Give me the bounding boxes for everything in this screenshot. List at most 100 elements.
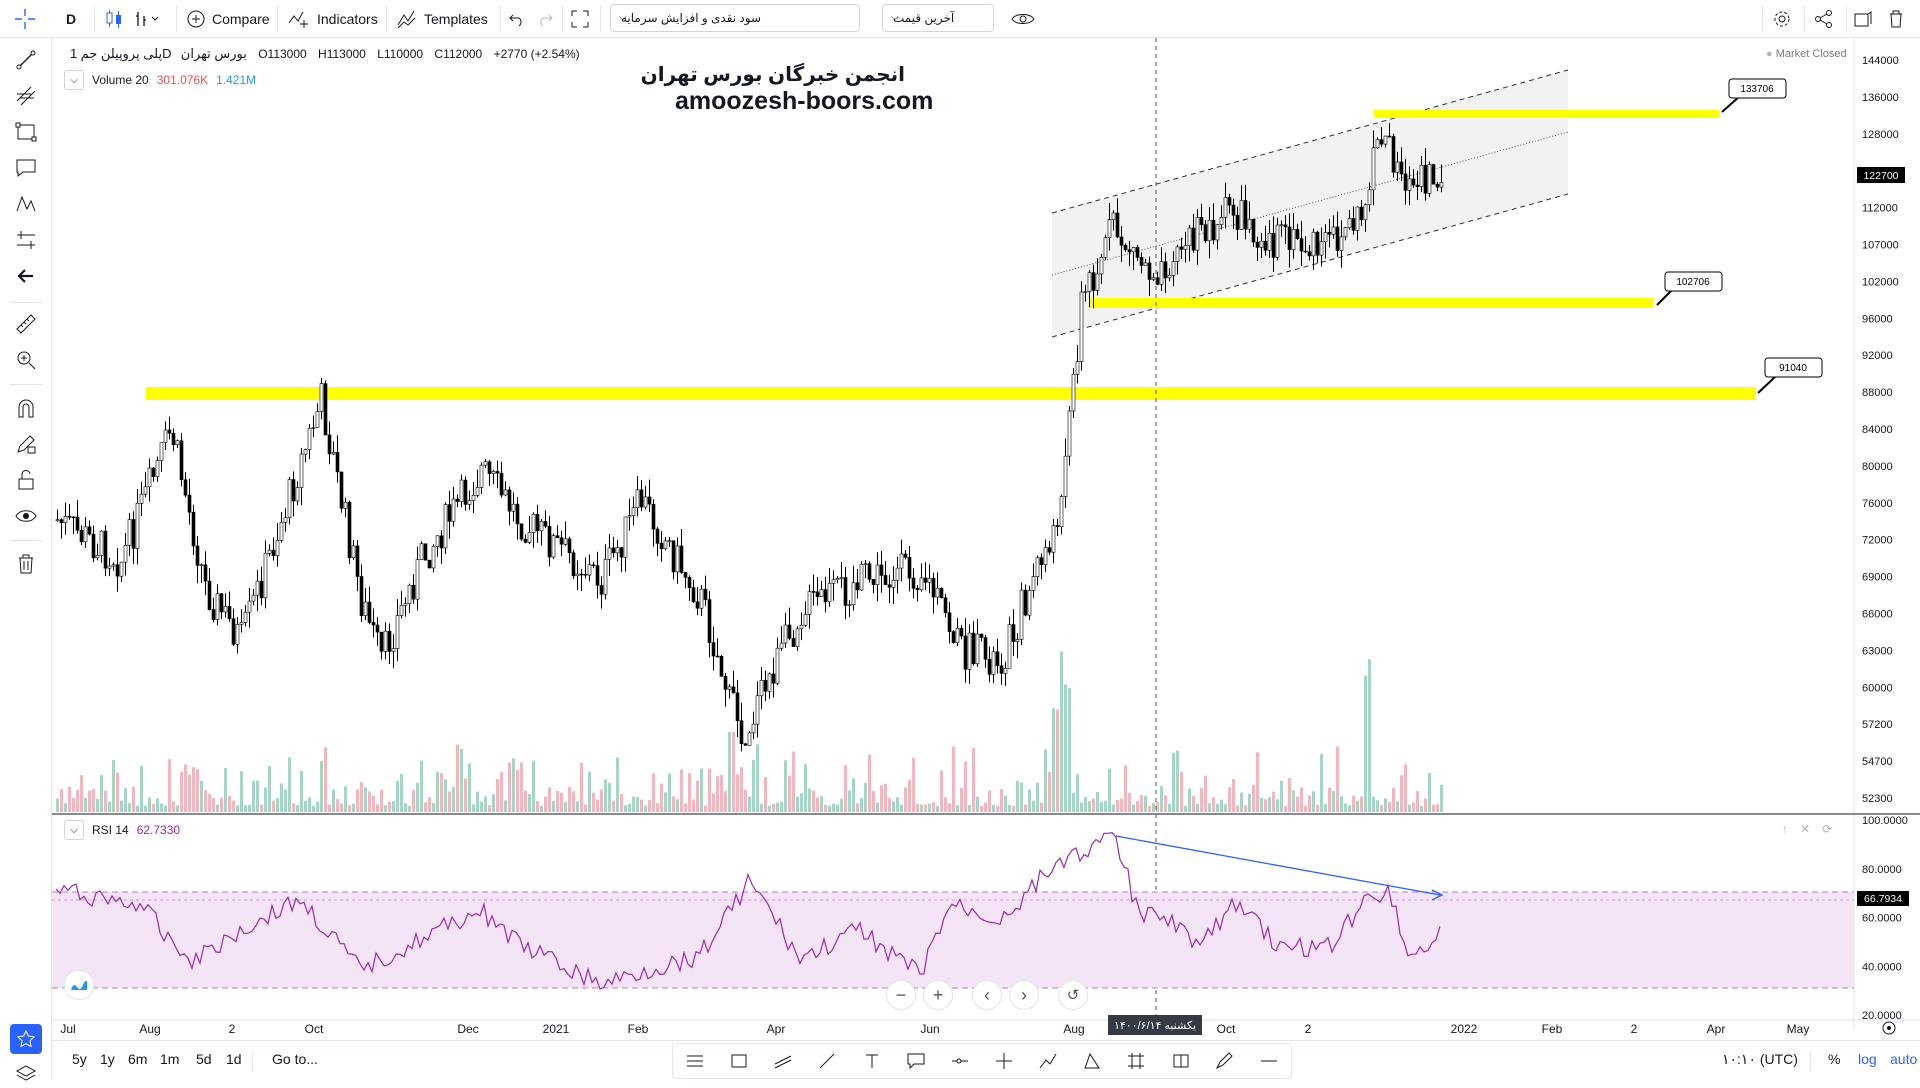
volume-bar xyxy=(756,744,759,812)
trend-line-tool-icon[interactable] xyxy=(12,46,40,74)
templates-button[interactable]: Templates xyxy=(396,0,488,37)
volume-bar xyxy=(508,762,511,812)
rsi-trendline-arrow-icon xyxy=(1431,889,1444,901)
last-price-dropdown[interactable]: آخرین قیمت ⌵ xyxy=(882,4,994,32)
rsi-collapse-chevron-icon[interactable]: ⌵ xyxy=(64,820,84,840)
range-1d[interactable]: 1d xyxy=(226,1051,242,1067)
horizontal-line-icon[interactable] xyxy=(1259,1052,1279,1070)
level-102706-band[interactable] xyxy=(1090,298,1653,308)
path-tool-icon[interactable] xyxy=(1038,1052,1058,1070)
interval-button[interactable]: D xyxy=(66,10,77,27)
pane-up-arrow-icon[interactable]: ↑ xyxy=(1782,822,1788,836)
unlock-icon[interactable] xyxy=(12,466,40,494)
volume-bar xyxy=(604,779,607,812)
candle-body xyxy=(1183,245,1188,250)
trash-top-icon[interactable] xyxy=(1888,0,1904,37)
scroll-left-button[interactable]: ‹ xyxy=(972,980,1002,1010)
range-6m[interactable]: 6m xyxy=(128,1051,148,1067)
channel-mid-line[interactable] xyxy=(1051,131,1569,276)
indicators-button[interactable]: Indicators xyxy=(287,0,378,37)
channel-lower-line[interactable] xyxy=(1051,193,1569,338)
price-axis[interactable]: 144000 136000 128000 120000 112000 107000 1020… xyxy=(1862,55,1899,805)
zoom-in-button[interactable]: + xyxy=(923,980,953,1010)
zoom-out-button[interactable]: − xyxy=(886,980,916,1010)
price-range-icon[interactable] xyxy=(1171,1052,1191,1070)
magnet-icon[interactable] xyxy=(12,394,40,422)
measure-tool-icon[interactable] xyxy=(12,226,40,254)
volume-bar xyxy=(320,760,323,812)
text-tool-icon[interactable] xyxy=(862,1052,882,1070)
time-tick-label: Feb xyxy=(1542,1022,1563,1036)
range-1y[interactable]: 1y xyxy=(100,1051,115,1067)
candle-body xyxy=(99,530,104,556)
undo-icon[interactable] xyxy=(508,0,526,37)
log-toggle[interactable]: log xyxy=(1858,1051,1877,1067)
redo-icon[interactable] xyxy=(536,0,554,37)
line-draw-icon[interactable] xyxy=(817,1052,837,1070)
callout-draw-icon[interactable] xyxy=(906,1052,926,1070)
candle-body xyxy=(855,582,860,591)
callout-91040[interactable]: 91040 xyxy=(1757,357,1823,394)
layers-icon[interactable] xyxy=(12,1060,40,1088)
rsi-divergence-trendline[interactable] xyxy=(1115,835,1441,896)
range-1m[interactable]: 1m xyxy=(160,1051,180,1067)
channel-upper-line[interactable] xyxy=(1051,69,1569,214)
watchlist-star-icon[interactable] xyxy=(10,1024,42,1054)
eye-icon[interactable] xyxy=(1010,0,1036,37)
percent-toggle[interactable]: % xyxy=(1828,1051,1841,1067)
zoom-in-icon[interactable] xyxy=(12,346,40,374)
pane-close-icon[interactable]: ✕ xyxy=(1800,822,1811,836)
range-5d[interactable]: 5d xyxy=(196,1051,212,1067)
triangle-pattern-icon[interactable] xyxy=(1082,1052,1102,1070)
compare-button[interactable]: Compare xyxy=(186,0,270,37)
bars-indicator-icon[interactable] xyxy=(134,0,160,37)
time-tick-label: Aug xyxy=(139,1022,160,1036)
rectangle-draw-icon[interactable] xyxy=(729,1052,749,1070)
volume-bar xyxy=(1036,782,1039,812)
horizontal-ray-icon[interactable] xyxy=(950,1052,970,1070)
date-range-icon[interactable] xyxy=(1126,1052,1146,1070)
callout-102706[interactable]: 102706 xyxy=(1656,271,1723,306)
settings-gear-icon[interactable] xyxy=(1772,0,1792,37)
horizontal-lines-tool-icon[interactable] xyxy=(685,1052,705,1070)
volume-bar xyxy=(324,747,327,812)
trash-icon[interactable] xyxy=(12,550,40,578)
pen-tool-icon[interactable] xyxy=(1215,1052,1235,1070)
volume-bar xyxy=(108,801,111,812)
snapshot-icon[interactable] xyxy=(1852,0,1874,37)
time-axis-settings-gear-icon[interactable] xyxy=(1882,1021,1896,1035)
parallel-channel-icon[interactable] xyxy=(773,1052,793,1070)
timezone-label[interactable]: ۱۰:۱۰ (UTC) xyxy=(1722,1051,1798,1067)
back-arrow-icon[interactable] xyxy=(12,262,40,290)
lock-drawing-pencil-icon[interactable] xyxy=(12,430,40,458)
share-icon[interactable] xyxy=(1814,0,1834,37)
collapse-chevron-icon[interactable]: ⌵ xyxy=(64,70,84,90)
symbol-name[interactable]: پلی پروپیلن جم xyxy=(80,46,163,61)
candle-body xyxy=(683,572,688,578)
ruler-icon[interactable] xyxy=(12,310,40,338)
goto-button[interactable]: Go to... xyxy=(272,1051,318,1067)
rsi-axis[interactable]: 100.0000 80.0000 60.0000 40.0000 20.0000 xyxy=(1862,815,1908,1022)
level-133706-band[interactable] xyxy=(1374,110,1719,118)
callout-tool-icon[interactable] xyxy=(12,154,40,182)
reset-chart-button[interactable]: ↺ xyxy=(1058,980,1088,1010)
candles-chart-type-icon[interactable] xyxy=(104,0,124,37)
range-5y[interactable]: 5y xyxy=(72,1051,87,1067)
callout-133706[interactable]: 133706 xyxy=(1721,78,1787,113)
visibility-eye-icon[interactable] xyxy=(12,502,40,530)
pane-refresh-icon[interactable]: ⟳ xyxy=(1822,822,1833,836)
fullscreen-icon[interactable] xyxy=(570,0,590,37)
tradingview-logo-icon[interactable] xyxy=(64,970,94,1000)
dividends-dropdown[interactable]: سود نقدی و افزایش سرمایه ⌵ xyxy=(610,4,860,32)
scroll-right-button[interactable]: › xyxy=(1009,980,1039,1010)
rectangle-tool-icon[interactable] xyxy=(12,118,40,146)
pattern-tool-icon[interactable] xyxy=(12,190,40,218)
auto-toggle[interactable]: auto xyxy=(1890,1051,1918,1067)
time-axis[interactable]: Jul Aug 2 Oct Dec 2021 Feb Apr Jun Aug Oct 2 2022 Feb… xyxy=(60,1022,1809,1036)
level-91040-band[interactable] xyxy=(146,387,1756,400)
candle-body xyxy=(135,503,140,549)
cross-line-icon[interactable] xyxy=(994,1052,1014,1070)
crosshair-tool-icon[interactable] xyxy=(12,0,38,37)
fib-tool-icon[interactable] xyxy=(12,82,40,110)
